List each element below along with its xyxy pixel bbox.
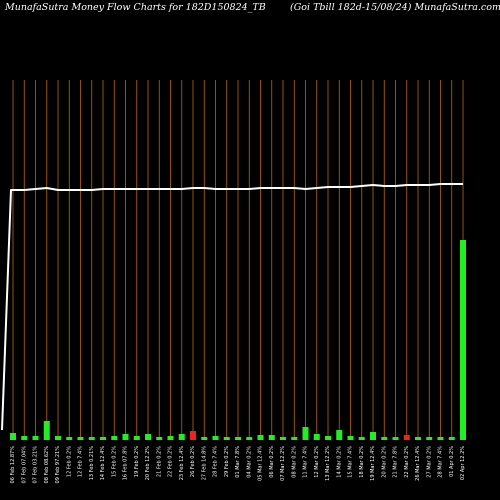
x-tick-label: 29 Feb 0.2%: [224, 446, 230, 477]
x-tick-label: 11 Mar 7.4%: [303, 446, 309, 478]
x-tick-label: 12 Mar 0.2%: [314, 446, 320, 478]
x-tick-label: 19 Mar 12.4%: [370, 446, 376, 481]
money-flow-bar: [426, 437, 433, 440]
x-tick-label: 15 Feb 0.2%: [111, 446, 117, 477]
x-tick-label: 14 Mar 0.2%: [336, 446, 342, 478]
money-flow-bar: [415, 437, 421, 440]
money-flow-bar: [437, 437, 444, 440]
money-flow-bar: [313, 434, 320, 440]
x-tick-label: 26 Feb 0.2%: [190, 446, 196, 477]
x-tick-label: 21 Feb 0.2%: [156, 446, 162, 477]
chart-title: MunafaSutra Money Flow Charts for 182D15…: [5, 2, 266, 13]
money-flow-bar: [156, 437, 163, 440]
money-flow-bar: [403, 435, 410, 440]
x-tick-label: 08 Feb 08.62%: [44, 446, 50, 484]
money-flow-bar: [122, 434, 129, 440]
x-tick-label: 06 Feb 12.87%: [10, 446, 16, 484]
money-flow-bar: [460, 240, 466, 440]
money-flow-bar: [212, 436, 219, 440]
x-tick-label: 07 Feb 03.21%: [33, 446, 39, 484]
x-tick-label: 04 Mar 0.2%: [246, 446, 252, 478]
x-tick-label: 19 Feb 0.2%: [134, 446, 140, 477]
x-tick-label: 23 Feb 12.4%: [179, 446, 185, 481]
x-tick-label: 01 Mar 7.8%: [235, 446, 241, 478]
money-flow-bar: [325, 436, 331, 440]
x-tick-label: 07 Mar 12.2%: [280, 446, 286, 481]
x-tick-label: 07 Feb 07.04%: [21, 446, 27, 484]
x-tick-label: 18 Mar 0.2%: [359, 446, 365, 478]
x-tick-label: 21 Mar 7.8%: [393, 446, 399, 478]
money-flow-line: [1, 183, 463, 431]
money-flow-bar: [55, 436, 61, 440]
x-tick-label: 13 Feb 0.21%: [89, 446, 95, 481]
x-tick-label: 27 Mar 0.2%: [426, 446, 432, 478]
money-flow-bar: [358, 437, 365, 440]
money-flow-bar: [246, 437, 253, 440]
money-flow-bar: [178, 434, 185, 440]
money-flow-bar: [111, 436, 118, 440]
money-flow-bar: [302, 427, 309, 440]
money-flow-bar: [268, 435, 275, 440]
chart-subtitle: (Goi Tbill 182d-15/08/24) MunafaSutra.co…: [290, 2, 500, 13]
money-flow-bar: [167, 436, 174, 440]
x-tick-label: 05 Mar 12.4%: [258, 446, 264, 481]
x-tick-label: 27 Feb 14.8%: [201, 446, 207, 481]
x-tick-label: 15 Mar 7.4%: [348, 446, 354, 478]
x-tick-label: 20 Feb 12.2%: [145, 446, 151, 481]
x-tick-label: 06 Mar 0.2%: [269, 446, 275, 478]
money-flow-bar: [347, 436, 354, 440]
money-flow-bar: [66, 437, 73, 440]
x-tick-label: 22 Feb 0.2%: [168, 446, 174, 477]
money-flow-bar: [88, 437, 95, 440]
x-tick-label: 14 Feb 12.4%: [100, 446, 106, 481]
money-flow-bar: [448, 437, 455, 440]
money-flow-bar: [133, 436, 140, 440]
money-flow-bar: [291, 437, 298, 440]
money-flow-bar: [10, 433, 16, 440]
money-flow-bar: [43, 421, 50, 440]
x-tick-label: 22 Mar 0.2%: [404, 446, 410, 478]
money-flow-bar: [257, 435, 264, 440]
x-tick-label: 20 Mar 0.2%: [381, 446, 387, 478]
money-flow-bar: [32, 436, 39, 440]
x-tick-label: 01 Apr 0.2%: [449, 446, 455, 477]
x-tick-label: 13 Mar 12.2%: [325, 446, 331, 481]
money-flow-bar: [392, 437, 399, 440]
money-flow-bar: [201, 437, 208, 440]
money-flow-bar: [77, 437, 84, 440]
money-flow-bar: [370, 432, 376, 440]
x-tick-label: 02 Apr 12.2%: [460, 446, 466, 480]
money-flow-bar: [100, 437, 106, 440]
money-flow-bar: [190, 431, 196, 440]
x-tick-label: 12 Feb 7.4%: [78, 446, 84, 477]
x-tick-label: 08 Mar 0.2%: [291, 446, 297, 478]
x-tick-label: 12 Feb 0.2%: [66, 446, 72, 477]
money-flow-bar: [235, 437, 241, 440]
money-flow-bar: [145, 434, 151, 440]
x-tick-label: 26 Mar 12.4%: [415, 446, 421, 481]
money-flow-bar: [336, 430, 343, 440]
x-tick-label: 16 Feb 07.8%: [123, 446, 129, 481]
money-flow-bar: [21, 436, 28, 440]
money-flow-bar: [223, 437, 230, 440]
x-tick-label: 09 Feb 97.21%: [55, 446, 61, 484]
money-flow-bar: [280, 437, 286, 440]
x-tick-label: 28 Mar 7.4%: [438, 446, 444, 478]
x-tick-label: 28 Feb 7.4%: [213, 446, 219, 477]
money-flow-bar: [381, 437, 388, 440]
